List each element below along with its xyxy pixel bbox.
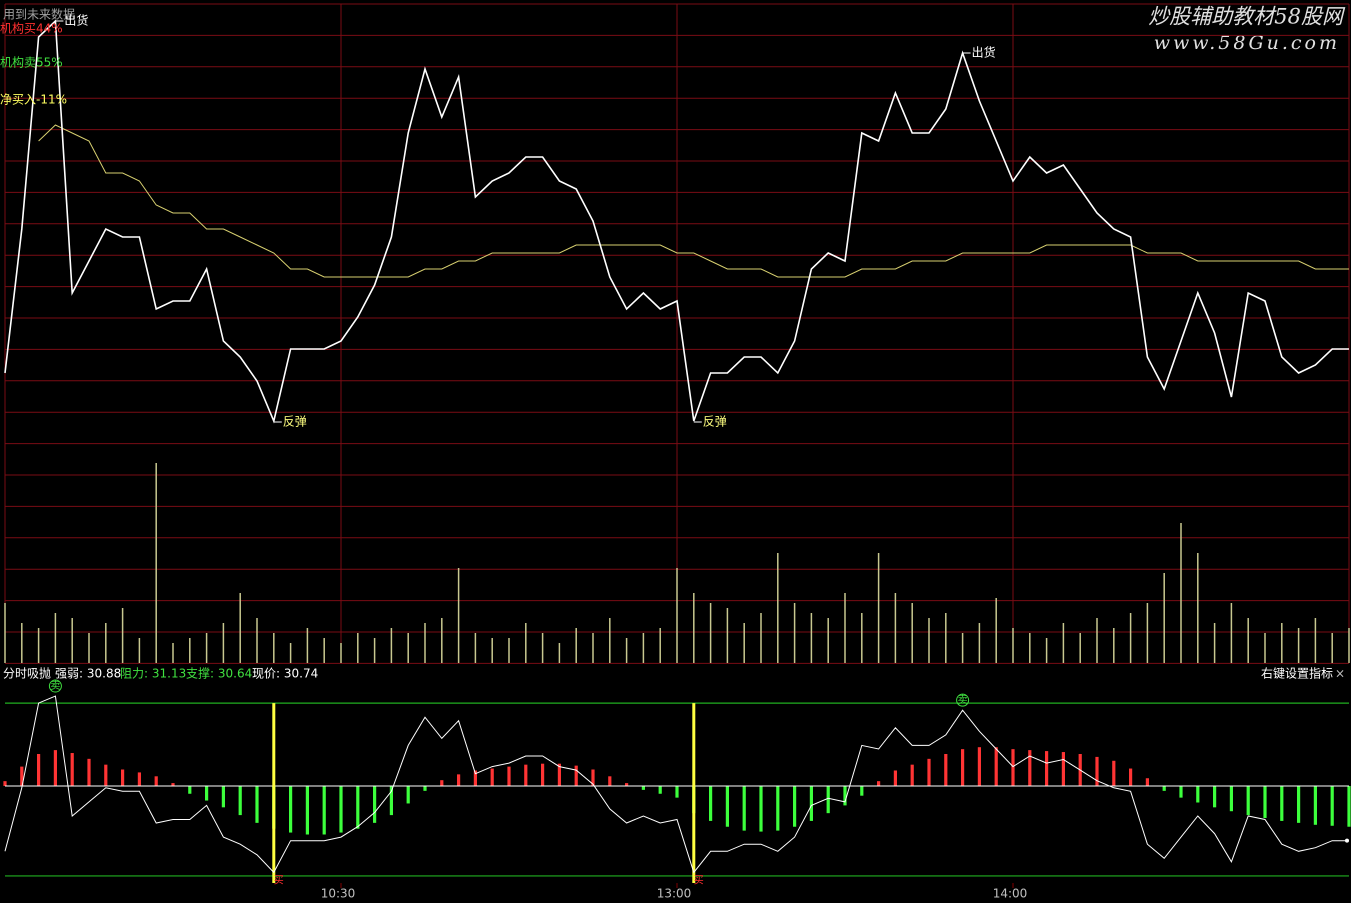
header-note: 净买入-11% [0, 93, 67, 107]
indicator-price-line [4, 695, 1349, 874]
header-note: 用到未来数据 [3, 7, 75, 22]
x-tick-label: 10:30 [321, 887, 356, 901]
header-note: 机构买44% [0, 21, 63, 36]
x-tick-label: 13:00 [657, 887, 692, 901]
annotation: 反弹 [703, 415, 727, 429]
close-button[interactable]: × [1335, 667, 1345, 681]
price-label: 现价: 30.74 [252, 667, 318, 681]
signal: 买 [694, 874, 704, 886]
signal: 买 [274, 874, 284, 886]
resistance-label: 阻力: 31.13 [120, 667, 186, 681]
watermark-title: 炒股辅助教材58股网 [1148, 5, 1346, 29]
signal-ring [48, 679, 62, 693]
strength-label: 强弱: 30.88 [55, 667, 121, 681]
x-tick-label: 14:00 [993, 887, 1028, 901]
support-label: 支撑: 30.64 [186, 666, 252, 681]
current-price-dot [1345, 838, 1349, 843]
annotation: 出货 [64, 13, 88, 28]
signal-ring [956, 693, 970, 707]
annotation: 出货 [972, 45, 996, 60]
signal: 卖 [958, 694, 968, 706]
signal: 卖 [50, 680, 60, 692]
annotation: 反弹 [283, 415, 307, 429]
header-note: 机构卖55% [0, 55, 63, 70]
price-line [4, 19, 1349, 424]
indicator-title: 分时吸抛 [3, 666, 51, 681]
menu-button[interactable]: 右键设置指标 [1261, 666, 1333, 681]
watermark-url: www.58Gu.com [1154, 32, 1340, 54]
price-line [38, 124, 1349, 278]
